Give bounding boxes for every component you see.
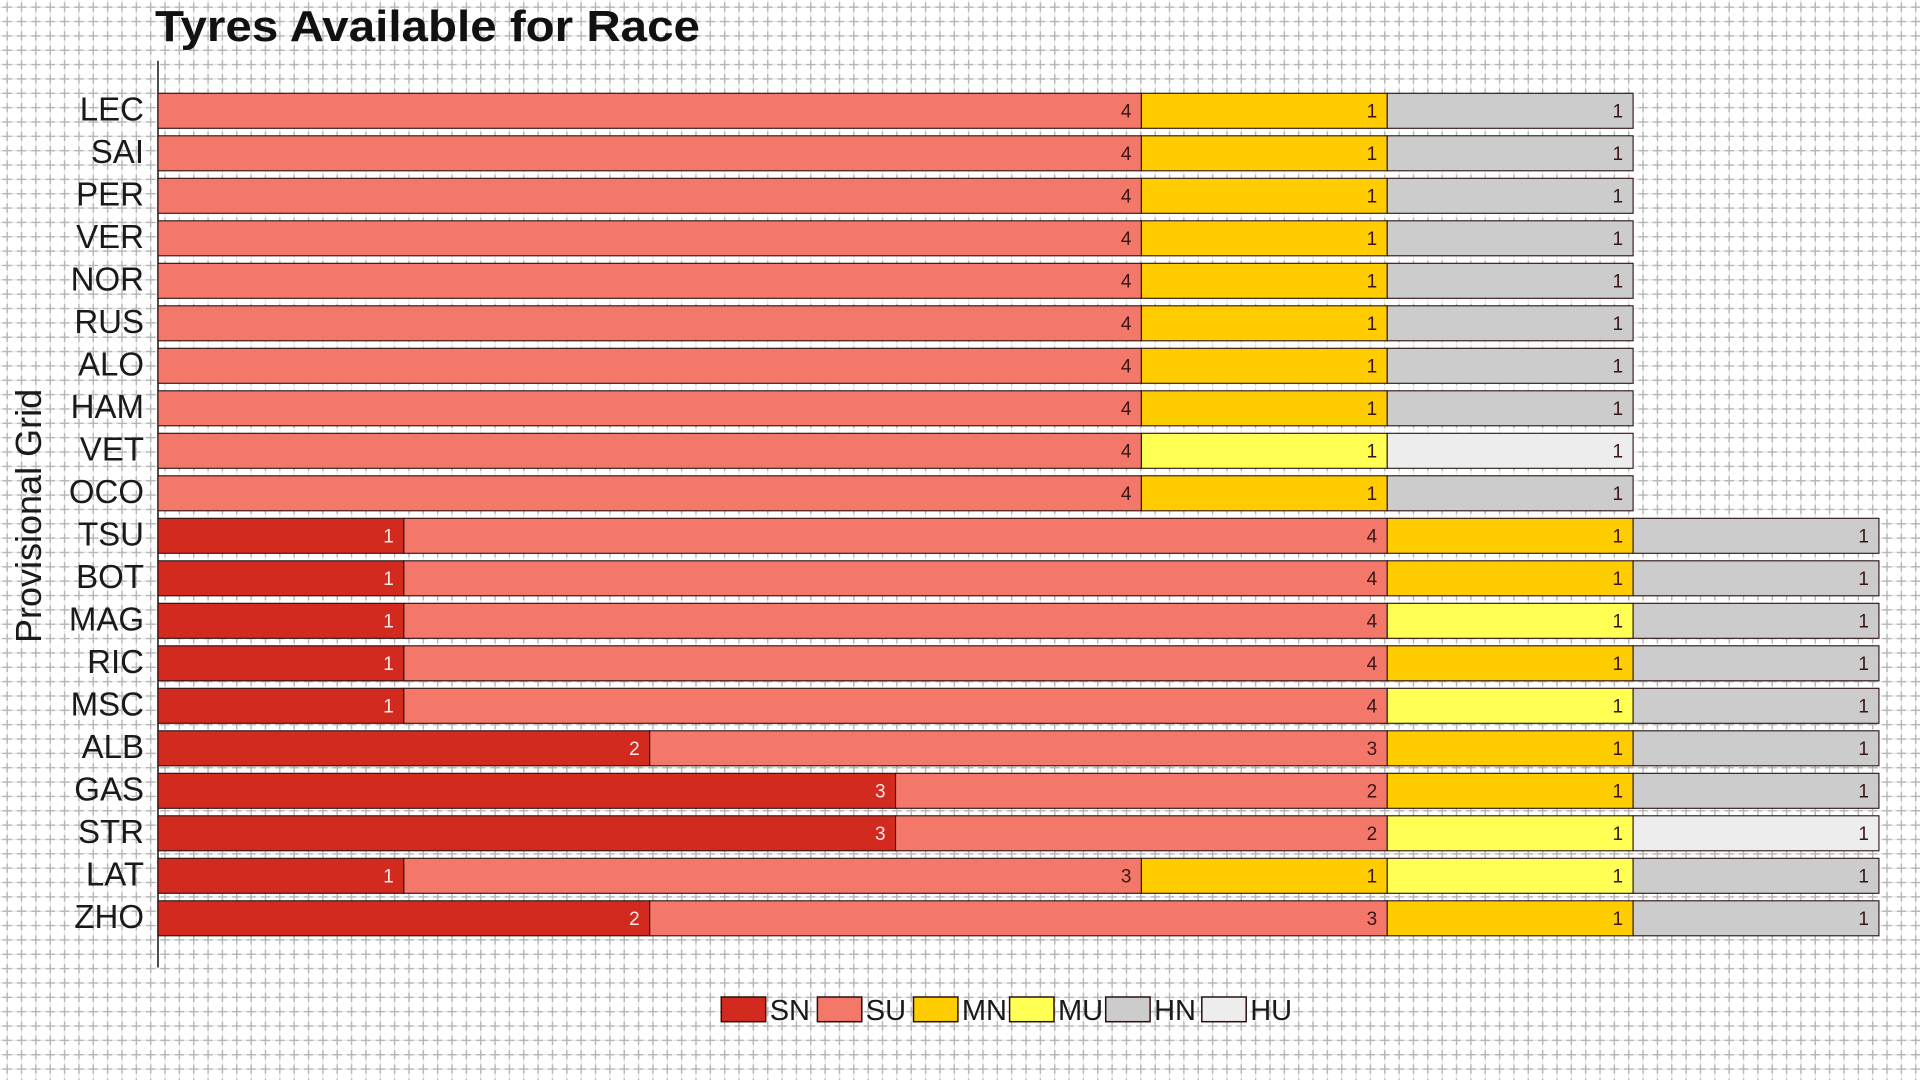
svg-text:1: 1 [383, 526, 394, 547]
svg-text:1: 1 [1367, 484, 1378, 505]
svg-text:1: 1 [1367, 441, 1378, 462]
svg-text:1: 1 [1613, 654, 1624, 675]
svg-text:SN: SN [770, 995, 810, 1027]
svg-text:1: 1 [1367, 399, 1378, 420]
svg-text:1: 1 [1367, 314, 1378, 335]
svg-text:1: 1 [1367, 144, 1378, 165]
svg-text:1: 1 [383, 569, 394, 590]
svg-text:4: 4 [1367, 611, 1378, 632]
svg-text:1: 1 [1613, 101, 1624, 122]
svg-text:1: 1 [383, 866, 394, 887]
svg-text:1: 1 [1613, 144, 1624, 165]
svg-text:3: 3 [875, 781, 886, 802]
svg-text:1: 1 [1613, 909, 1624, 930]
svg-text:4: 4 [1121, 314, 1132, 335]
svg-text:4: 4 [1121, 441, 1132, 462]
svg-text:1: 1 [1613, 484, 1624, 505]
svg-text:MSC: MSC [71, 685, 144, 722]
svg-text:1: 1 [1613, 441, 1624, 462]
svg-text:ALO: ALO [78, 345, 144, 382]
svg-text:1: 1 [1613, 611, 1624, 632]
svg-text:1: 1 [1858, 739, 1869, 760]
svg-text:VER: VER [76, 218, 144, 255]
svg-text:STR: STR [78, 813, 144, 850]
svg-text:4: 4 [1367, 526, 1378, 547]
svg-text:3: 3 [875, 824, 886, 845]
svg-text:1: 1 [1367, 866, 1378, 887]
svg-text:1: 1 [1858, 569, 1869, 590]
svg-text:MN: MN [962, 995, 1007, 1027]
svg-text:MU: MU [1058, 995, 1103, 1027]
svg-text:4: 4 [1121, 399, 1132, 420]
svg-text:SAI: SAI [91, 133, 144, 170]
svg-text:1: 1 [383, 611, 394, 632]
svg-text:2: 2 [1367, 781, 1378, 802]
svg-text:HN: HN [1154, 995, 1196, 1027]
svg-text:1: 1 [1613, 356, 1624, 377]
svg-text:4: 4 [1121, 144, 1132, 165]
svg-text:TSU: TSU [78, 515, 144, 552]
svg-text:LEC: LEC [80, 90, 144, 127]
svg-text:2: 2 [629, 739, 640, 760]
svg-text:1: 1 [1858, 866, 1869, 887]
svg-text:1: 1 [1613, 186, 1624, 207]
svg-text:1: 1 [1367, 186, 1378, 207]
svg-text:4: 4 [1121, 484, 1132, 505]
svg-text:HU: HU [1250, 995, 1292, 1027]
svg-text:4: 4 [1121, 101, 1132, 122]
svg-text:1: 1 [1858, 611, 1869, 632]
svg-text:NOR: NOR [71, 260, 144, 297]
svg-text:3: 3 [1367, 909, 1378, 930]
svg-text:1: 1 [1613, 824, 1624, 845]
svg-text:4: 4 [1121, 356, 1132, 377]
svg-text:LAT: LAT [86, 855, 144, 892]
svg-text:1: 1 [1858, 696, 1869, 717]
svg-text:BOT: BOT [76, 558, 144, 595]
svg-text:1: 1 [1613, 569, 1624, 590]
svg-text:HAM: HAM [71, 388, 144, 425]
svg-text:1: 1 [1613, 526, 1624, 547]
svg-text:1: 1 [1858, 909, 1869, 930]
svg-text:1: 1 [1613, 781, 1624, 802]
svg-text:4: 4 [1121, 186, 1132, 207]
svg-text:1: 1 [1367, 229, 1378, 250]
svg-text:3: 3 [1121, 866, 1132, 887]
svg-text:SU: SU [866, 995, 906, 1027]
svg-text:RUS: RUS [74, 303, 144, 340]
svg-text:ALB: ALB [82, 728, 144, 765]
svg-text:1: 1 [1858, 654, 1869, 675]
svg-text:1: 1 [1613, 696, 1624, 717]
svg-text:1: 1 [383, 654, 394, 675]
svg-text:2: 2 [1367, 824, 1378, 845]
svg-text:1: 1 [1367, 101, 1378, 122]
svg-text:1: 1 [1613, 314, 1624, 335]
svg-text:VET: VET [80, 430, 144, 467]
svg-text:4: 4 [1367, 654, 1378, 675]
svg-text:PER: PER [76, 175, 144, 212]
svg-text:4: 4 [1367, 696, 1378, 717]
svg-text:1: 1 [1367, 356, 1378, 377]
svg-text:ZHO: ZHO [74, 898, 144, 935]
svg-text:1: 1 [1858, 824, 1869, 845]
svg-text:RIC: RIC [87, 643, 144, 680]
svg-text:2: 2 [629, 909, 640, 930]
svg-text:1: 1 [1613, 739, 1624, 760]
svg-text:4: 4 [1121, 271, 1132, 292]
svg-text:4: 4 [1121, 229, 1132, 250]
svg-text:OCO: OCO [69, 473, 144, 510]
svg-text:MAG: MAG [69, 600, 144, 637]
svg-text:1: 1 [1613, 866, 1624, 887]
svg-text:4: 4 [1367, 569, 1378, 590]
svg-text:1: 1 [1613, 229, 1624, 250]
svg-text:1: 1 [1613, 399, 1624, 420]
svg-text:3: 3 [1367, 739, 1378, 760]
svg-text:GAS: GAS [74, 770, 144, 807]
svg-text:1: 1 [383, 696, 394, 717]
svg-text:1: 1 [1613, 271, 1624, 292]
svg-text:1: 1 [1858, 526, 1869, 547]
svg-text:1: 1 [1367, 271, 1378, 292]
svg-text:1: 1 [1858, 781, 1869, 802]
